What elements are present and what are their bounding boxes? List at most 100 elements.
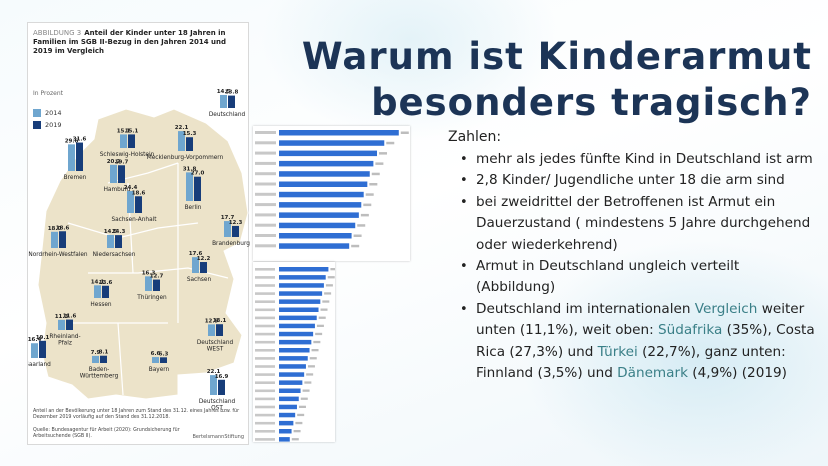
intl-bar bbox=[279, 420, 294, 426]
intl-value-label bbox=[330, 268, 338, 271]
bullet-text: Deutschland im internationalen bbox=[476, 300, 695, 317]
intl-chart-top bbox=[253, 126, 410, 261]
region-label: Sachsen bbox=[187, 277, 212, 283]
region-label: Sachsen-Anhalt bbox=[111, 217, 157, 223]
intl-value-label bbox=[300, 397, 308, 400]
intl-value-label bbox=[400, 131, 409, 134]
intl-value-label bbox=[386, 141, 395, 145]
value-label-2019: 27.0 bbox=[191, 171, 205, 177]
region-label: Bremen bbox=[64, 175, 87, 181]
intl-value-label bbox=[360, 213, 369, 217]
region-label: Württemberg bbox=[80, 374, 119, 380]
intl-bar bbox=[279, 299, 321, 304]
region-label: Berlin bbox=[185, 205, 202, 211]
intl-bar bbox=[279, 140, 385, 146]
intl-bar bbox=[279, 222, 356, 229]
intl-bar bbox=[279, 212, 359, 218]
country-label bbox=[255, 381, 275, 384]
link-suedafrika[interactable]: Südafrika bbox=[658, 322, 723, 339]
bullet-text: weiter unten (11,1%), weit oben: bbox=[476, 300, 805, 339]
country-label bbox=[255, 389, 275, 393]
germany-map-figure: ABBILDUNG 3 Anteil der Kinder unter 18 Ja… bbox=[27, 22, 250, 445]
intl-bar bbox=[279, 331, 314, 337]
country-label bbox=[255, 244, 276, 248]
title-line-2: besonders tragisch? bbox=[371, 81, 812, 124]
region-label: Deutschland bbox=[209, 112, 246, 118]
intl-bar bbox=[279, 372, 305, 377]
value-label-2019: 12.2 bbox=[197, 256, 211, 262]
value-label-2014: 22.1 bbox=[175, 125, 189, 131]
bar-2019 bbox=[194, 176, 201, 201]
bar-2019 bbox=[218, 379, 225, 395]
value-label-2014: 31.8 bbox=[183, 166, 197, 172]
intl-value-label bbox=[298, 405, 306, 408]
country-label bbox=[255, 308, 275, 312]
bar-2014 bbox=[208, 324, 215, 336]
figure-heading: ABBILDUNG 3 Anteil der Kinder unter 18 Ja… bbox=[33, 29, 245, 56]
intl-value-label bbox=[320, 308, 328, 311]
bar-2019 bbox=[115, 235, 122, 248]
country-label bbox=[255, 438, 275, 441]
intl-bar bbox=[279, 233, 352, 239]
value-label-2014: 17.7 bbox=[221, 215, 235, 221]
intl-value-label bbox=[363, 203, 372, 207]
figure-title: Anteil der Kinder unter 18 Jahren in Fam… bbox=[33, 29, 226, 55]
value-label-2019: 19.1 bbox=[36, 335, 50, 341]
legend-item-2014: 2014 bbox=[33, 109, 62, 117]
intl-bar bbox=[279, 243, 350, 249]
value-label-2019: 11.6 bbox=[63, 314, 77, 320]
intl-value-label bbox=[318, 316, 326, 319]
country-label bbox=[255, 276, 275, 279]
link-daenemark[interactable]: Dänemark bbox=[617, 365, 688, 382]
country-label bbox=[255, 316, 275, 320]
intl-bar bbox=[279, 291, 323, 296]
intl-bar bbox=[279, 191, 364, 198]
country-label bbox=[255, 300, 275, 303]
bar-2019 bbox=[59, 231, 66, 248]
bar-2014 bbox=[127, 191, 134, 213]
link-tuerkei[interactable]: Türkei bbox=[597, 343, 638, 360]
intl-value-label bbox=[325, 284, 333, 287]
legend-swatch bbox=[33, 109, 41, 117]
intl-bar-chart-top bbox=[255, 130, 409, 249]
figure-unit: In Prozent bbox=[33, 90, 63, 97]
bullet-text: (4,9%) (2019) bbox=[687, 365, 787, 382]
region-label: Schleswig-Holstein bbox=[100, 152, 155, 158]
value-label-2019: 18.6 bbox=[132, 190, 146, 196]
slide-title: Warum ist Kinderarmut besonders tragisch… bbox=[292, 34, 812, 126]
value-label-2014: 17.6 bbox=[189, 251, 203, 257]
legend-label: 2014 bbox=[45, 109, 62, 117]
intl-value-label bbox=[357, 224, 366, 227]
intl-value-label bbox=[324, 292, 332, 295]
bar-2019 bbox=[200, 262, 207, 273]
bar-2019 bbox=[228, 95, 235, 108]
intl-value-label bbox=[315, 332, 323, 336]
region-label: Thüringen bbox=[136, 295, 167, 301]
country-label bbox=[255, 234, 276, 237]
intl-bar bbox=[279, 396, 299, 402]
intl-bar bbox=[279, 150, 378, 157]
figure-label: ABBILDUNG 3 bbox=[33, 29, 82, 37]
intl-value-label bbox=[365, 193, 374, 196]
intl-bar bbox=[279, 160, 374, 167]
intl-bar bbox=[279, 315, 317, 321]
germany-map: 14.513.8Deutschland15.115.1Schleswig-Hol… bbox=[28, 89, 250, 412]
intro-text: Zahlen: bbox=[448, 129, 502, 145]
intl-value-label bbox=[297, 413, 305, 417]
bar-2019 bbox=[232, 225, 239, 237]
intl-value-label bbox=[311, 349, 319, 352]
bar-2019 bbox=[100, 355, 107, 363]
region-label: Mecklenburg-Vorpommern bbox=[147, 155, 224, 161]
bar-2014 bbox=[68, 144, 75, 171]
country-label bbox=[255, 292, 275, 295]
legend-item-2019: 2019 bbox=[33, 121, 62, 129]
link-vergleich[interactable]: Vergleich bbox=[694, 300, 758, 317]
country-label bbox=[255, 172, 276, 176]
intl-bar bbox=[279, 380, 303, 385]
intl-bar bbox=[279, 181, 368, 187]
region-label: Saarland bbox=[28, 362, 51, 368]
value-label-2014: 12.9 bbox=[205, 318, 219, 324]
value-label-2019: 12.3 bbox=[229, 220, 243, 226]
value-label-2019: 13.8 bbox=[225, 90, 239, 96]
country-label bbox=[255, 141, 276, 145]
